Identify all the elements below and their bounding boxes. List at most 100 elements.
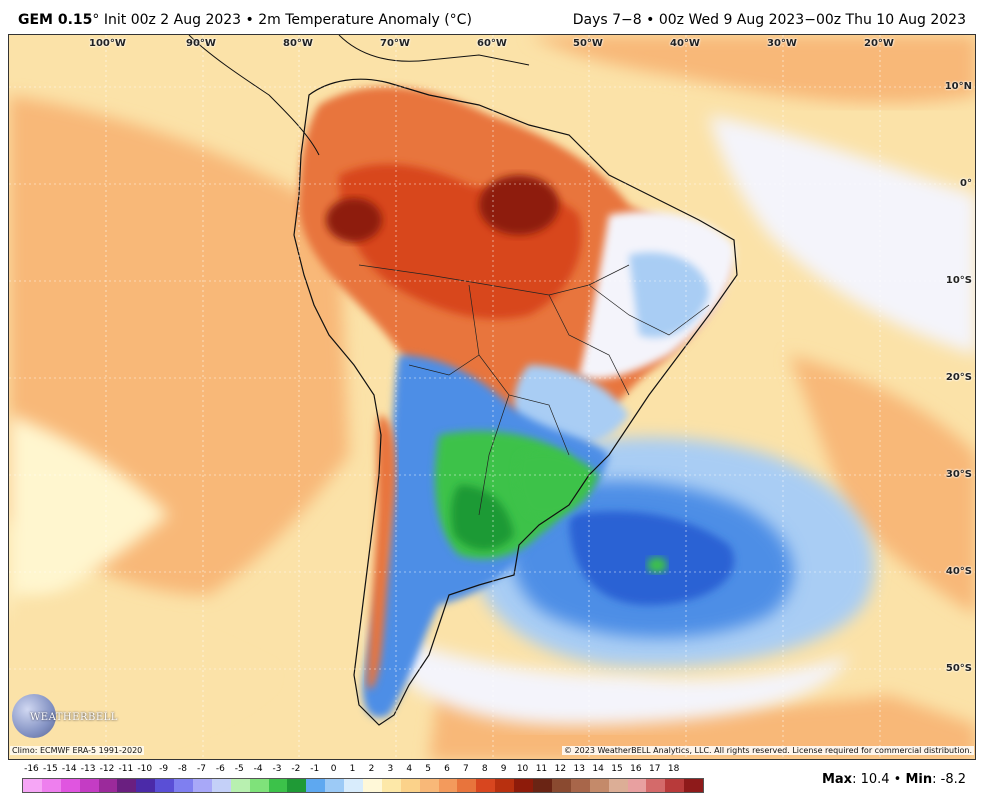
- colorbar: [22, 778, 704, 793]
- colorbar-swatch: [589, 779, 609, 792]
- colorbar-tick-label: 5: [425, 764, 431, 774]
- colorbar-swatch: [306, 779, 326, 792]
- extreme-heat-spot-west: [326, 198, 382, 242]
- country-border: [358, 264, 630, 296]
- colorbar-swatch: [438, 779, 458, 792]
- colorbar-swatch: [174, 779, 194, 792]
- colorbar-swatch: [325, 779, 345, 792]
- colorbar-tick-label: -3: [272, 764, 282, 774]
- colorbar-tick-label: 13: [573, 764, 585, 774]
- map-panel[interactable]: 100°W 90°W 80°W 70°W 60°W 50°W 40°W 30°W…: [8, 34, 976, 760]
- continent-coastline: [293, 78, 738, 726]
- colorbar-swatch: [79, 779, 99, 792]
- lon-label: 50°W: [573, 38, 603, 49]
- colorbar-tick-label: -13: [80, 764, 96, 774]
- caribbean-coast: [338, 35, 530, 66]
- colorbar-tick-label: 17: [649, 764, 661, 774]
- colorbar-tick-label: 0: [330, 764, 337, 774]
- colorbar-tick-label: -2: [291, 764, 301, 774]
- colorbar-swatch: [249, 779, 269, 792]
- colorbar-tick-label: 11: [535, 764, 548, 774]
- colorbar-tick-label: -8: [178, 764, 188, 774]
- graticule: [9, 35, 975, 759]
- colorbar-swatch: [211, 779, 231, 792]
- weatherbell-logo: WEATHERBELL: [12, 694, 117, 742]
- header: GEM 0.15° Init 00z 2 Aug 2023 • 2m Tempe…: [0, 0, 984, 34]
- colorbar-swatch: [476, 779, 496, 792]
- atlantic-warm-anomaly: [789, 355, 975, 614]
- south-atlantic-neutral: [369, 625, 849, 725]
- lat-label: 20°S: [945, 372, 972, 383]
- colorbar-tick-label: 4: [406, 764, 413, 774]
- lat-label: 50°S: [945, 663, 972, 674]
- colorbar-swatch: [230, 779, 250, 792]
- colorbar-swatch: [23, 779, 42, 792]
- colorbar-tick-label: 8: [481, 764, 488, 774]
- colorbar-tick-label: 6: [444, 764, 450, 774]
- lon-label: 90°W: [186, 38, 216, 49]
- colorbar-tick-label: 10: [516, 764, 529, 774]
- colorbar-tick-label: -16: [24, 764, 39, 774]
- logo-wordmark: WEATHERBELL: [30, 712, 118, 723]
- colorbar-swatch: [495, 779, 515, 792]
- climo-note: Climo: ECMWF ERA-5 1991-2020: [10, 746, 145, 755]
- colorbar-swatch: [155, 779, 175, 792]
- colorbar-swatch: [627, 779, 647, 792]
- pampas-cold-core: [451, 485, 514, 550]
- lon-label: 60°W: [477, 38, 507, 49]
- colorbar-swatch: [363, 779, 382, 792]
- colorbar-ticks: -16 -15 -14 -13 -12 -11 -10 -9 -8 -7 -6 -5 -4 -3 -2 -1 0…: [22, 764, 702, 776]
- max-label: Max: [821, 772, 853, 787]
- pacific-mild-anomaly: [9, 415, 169, 615]
- colorbar-tick-label: -14: [61, 764, 77, 774]
- colorbar-swatch: [646, 779, 666, 792]
- colorbar-swatch: [419, 779, 439, 792]
- south-pacific-band: [9, 595, 269, 759]
- colorbar-tick-label: -10: [137, 764, 153, 774]
- central-america-coast: [188, 35, 320, 156]
- lon-label: 100°W: [89, 38, 126, 49]
- lat-label: 10°S: [945, 275, 972, 286]
- lon-label: 30°W: [767, 38, 797, 49]
- atlantic-neutral-zone: [709, 115, 975, 355]
- colorbar-tick-label: -1: [310, 764, 320, 774]
- colorbar-tick-label: 18: [667, 764, 680, 774]
- anomaly-map[interactable]: [9, 35, 976, 760]
- colorbar-tick-label: -12: [99, 764, 115, 774]
- colorbar-swatch: [457, 779, 477, 792]
- colorbar-swatch: [684, 779, 704, 792]
- copyright-notice: © 2023 WeatherBELL Analytics, LLC. All r…: [562, 746, 974, 755]
- colorbar-tick-label: 2: [368, 764, 375, 774]
- country-border: [408, 354, 480, 376]
- lon-label: 20°W: [864, 38, 894, 49]
- colorbar-tick-label: -11: [118, 764, 134, 774]
- colorbar-swatch: [608, 779, 628, 792]
- colorbar-tick-label: -7: [196, 764, 206, 774]
- valid-period: Days 7−8 • 00z Wed 9 Aug 2023−00z Thu 10…: [572, 12, 966, 28]
- lon-label: 70°W: [380, 38, 410, 49]
- colorbar-swatch: [344, 779, 364, 792]
- colorbar-swatch: [268, 779, 288, 792]
- lon-label: 80°W: [283, 38, 313, 49]
- andes-warm-strip: [367, 415, 396, 689]
- colorbar-swatch: [570, 779, 590, 792]
- north-warm-anomaly: [529, 35, 975, 104]
- lat-label: 0°: [960, 178, 972, 189]
- colorbar-tick-label: -6: [215, 764, 225, 774]
- colorbar-swatch: [287, 779, 307, 792]
- colorbar-tick-label: -9: [159, 764, 169, 774]
- init-info: ° Init 00z 2 Aug 2023 • 2m Temperature A…: [92, 12, 472, 28]
- colorbar-swatch: [514, 779, 534, 792]
- max-min-readout: Max: 10.4 • Min: -8.2: [822, 772, 966, 787]
- min-value: : -8.2: [932, 772, 966, 787]
- colorbar-swatch: [193, 779, 212, 792]
- colorbar-swatch: [117, 779, 137, 792]
- ne-brazil-cool: [629, 252, 709, 338]
- cold-anomaly-spot: [647, 557, 667, 573]
- south-atlantic-cold-core: [569, 511, 735, 605]
- colorbar-swatch: [665, 779, 685, 792]
- map-title: GEM 0.15° Init 00z 2 Aug 2023 • 2m Tempe…: [18, 12, 472, 28]
- min-label: Min: [905, 772, 933, 787]
- colorbar-tick-label: 9: [500, 764, 507, 774]
- lat-label: 10°N: [944, 81, 972, 92]
